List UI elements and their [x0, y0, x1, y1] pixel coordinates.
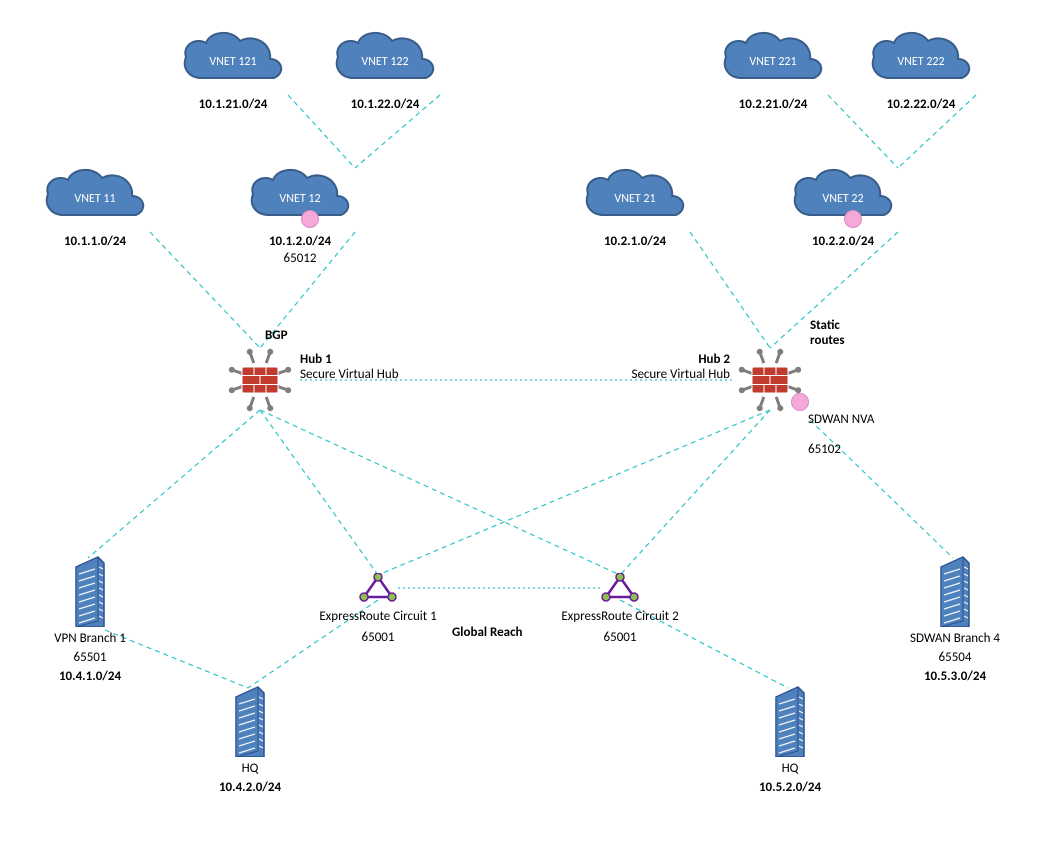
- cloud-vnet21: VNET 21 10.2.1.0/24: [580, 160, 690, 249]
- subnet-label: 10.1.22.0/24: [330, 97, 440, 112]
- pink-dot-icon: [844, 210, 862, 228]
- hub-sub: Secure Virtual Hub: [600, 367, 730, 382]
- global-reach-label: Global Reach: [452, 625, 523, 640]
- asn-label: 65012: [245, 251, 355, 266]
- building-subnet: 10.5.3.0/24: [895, 669, 1015, 684]
- building-label: VPN Branch 1: [40, 631, 140, 646]
- building-subnet: 10.5.2.0/24: [740, 780, 840, 795]
- hub-title: Hub 2: [600, 352, 730, 367]
- sdwan-nva-label: SDWAN NVA: [808, 412, 874, 427]
- cloud-vnet22: VNET 22 10.2.2.0/24: [788, 160, 898, 249]
- cloud-vnet11: VNET 11 10.1.1.0/24: [40, 160, 150, 249]
- building-icon: [937, 555, 973, 627]
- subnet-label: 10.2.22.0/24: [866, 97, 976, 112]
- cloud-vnet122: VNET 122 10.1.22.0/24: [330, 23, 440, 112]
- hub2-labels: Hub 2 Secure Virtual Hub: [600, 352, 730, 382]
- pink-dot-icon: [301, 210, 319, 228]
- cloud-label: VNET 222: [866, 55, 976, 69]
- cloud-label: VNET 121: [178, 55, 288, 69]
- building-subnet: 10.4.1.0/24: [40, 669, 140, 684]
- expressroute-icon: [358, 573, 398, 603]
- cloud-vnet12: VNET 12 10.1.2.0/24 65012: [245, 160, 355, 266]
- er-asn: 65001: [540, 630, 700, 645]
- subnet-label: 10.2.2.0/24: [788, 234, 898, 249]
- building-label: SDWAN Branch 4: [895, 631, 1015, 646]
- subnet-label: 10.2.21.0/24: [718, 97, 828, 112]
- subnet-label: 10.1.2.0/24: [245, 234, 355, 249]
- firewall-icon: [225, 345, 295, 415]
- hub-sub: Secure Virtual Hub: [300, 367, 399, 382]
- building-icon: [772, 685, 808, 757]
- hub2-firewall: [735, 345, 805, 420]
- bgp-label: BGP: [265, 328, 288, 343]
- cloud-label: VNET 122: [330, 55, 440, 69]
- diagram-stage: VNET 121 10.1.21.0/24 VNET 122 10.1.22.0…: [0, 0, 1051, 867]
- cloud-vnet121: VNET 121 10.1.21.0/24: [178, 23, 288, 112]
- hub-title: Hub 1: [300, 352, 399, 367]
- cloud-vnet222: VNET 222 10.2.22.0/24: [866, 23, 976, 112]
- expressroute-1: ExpressRoute Circuit 1 65001: [298, 573, 458, 645]
- subnet-label: 10.2.1.0/24: [580, 234, 690, 249]
- building-subnet: 10.4.2.0/24: [200, 780, 300, 795]
- building-icon: [72, 555, 108, 627]
- cloud-vnet221: VNET 221 10.2.21.0/24: [718, 23, 828, 112]
- cloud-label: VNET 22: [788, 192, 898, 206]
- edge-layer: [0, 0, 1051, 867]
- building-asn: 65501: [40, 650, 140, 665]
- static-routes-label: Static routes: [810, 318, 845, 348]
- sdwan-nva-asn: 65102: [808, 442, 841, 457]
- cloud-label: VNET 11: [40, 192, 150, 206]
- cloud-label: VNET 221: [718, 55, 828, 69]
- pink-dot-icon: [791, 393, 809, 411]
- er-label: ExpressRoute Circuit 2: [540, 609, 700, 624]
- hub1-labels: Hub 1 Secure Virtual Hub: [300, 352, 399, 382]
- er-asn: 65001: [298, 630, 458, 645]
- building-asn: 65504: [895, 650, 1015, 665]
- hub1-firewall: [225, 345, 295, 420]
- cloud-label: VNET 12: [245, 192, 355, 206]
- er-label: ExpressRoute Circuit 1: [298, 609, 458, 624]
- expressroute-icon: [600, 573, 640, 603]
- expressroute-2: ExpressRoute Circuit 2 65001: [540, 573, 700, 645]
- building-label: HQ: [740, 761, 840, 776]
- sdwan-branch-4: SDWAN Branch 4 65504 10.5.3.0/24: [895, 555, 1015, 684]
- vpn-branch-1: VPN Branch 1 65501 10.4.1.0/24: [40, 555, 140, 684]
- building-label: HQ: [200, 761, 300, 776]
- hq-2: HQ 10.5.2.0/24: [740, 685, 840, 795]
- building-icon: [232, 685, 268, 757]
- subnet-label: 10.1.1.0/24: [40, 234, 150, 249]
- subnet-label: 10.1.21.0/24: [178, 97, 288, 112]
- hq-1: HQ 10.4.2.0/24: [200, 685, 300, 795]
- cloud-label: VNET 21: [580, 192, 690, 206]
